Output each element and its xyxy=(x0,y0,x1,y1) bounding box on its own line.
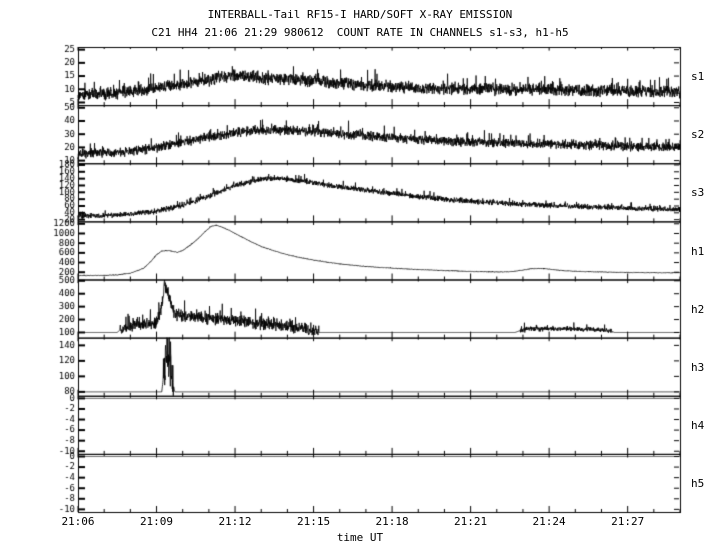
panel-label-h3: h3 xyxy=(691,361,705,374)
x-tick-label: 21:24 xyxy=(532,515,566,528)
panel-label-s2: s2 xyxy=(691,128,705,141)
x-tick-label: 21:21 xyxy=(454,515,488,528)
x-tick-label: 21:06 xyxy=(61,515,95,528)
panel-label-h1: h1 xyxy=(691,245,705,258)
x-tick-label: 21:09 xyxy=(139,515,174,528)
chart-title: INTERBALL-Tail RF15-I HARD/SOFT X-RAY EM… xyxy=(207,8,513,21)
panel-label-h4: h4 xyxy=(691,419,705,432)
panel-label-h2: h2 xyxy=(691,303,705,316)
panel-label-s3: s3 xyxy=(691,186,705,199)
panel-label-s1: s1 xyxy=(691,70,705,83)
x-tick-label: 21:12 xyxy=(218,515,252,528)
x-axis-label: time UT xyxy=(336,531,384,544)
x-tick-label: 21:18 xyxy=(375,515,409,528)
x-tick-label: 21:27 xyxy=(611,515,645,528)
chart-subtitle: C21 HH4 21:06 21:29 980612 COUNT RATE IN… xyxy=(151,26,569,39)
x-tick-label: 21:15 xyxy=(297,515,331,528)
panel-label-h5: h5 xyxy=(691,477,705,490)
